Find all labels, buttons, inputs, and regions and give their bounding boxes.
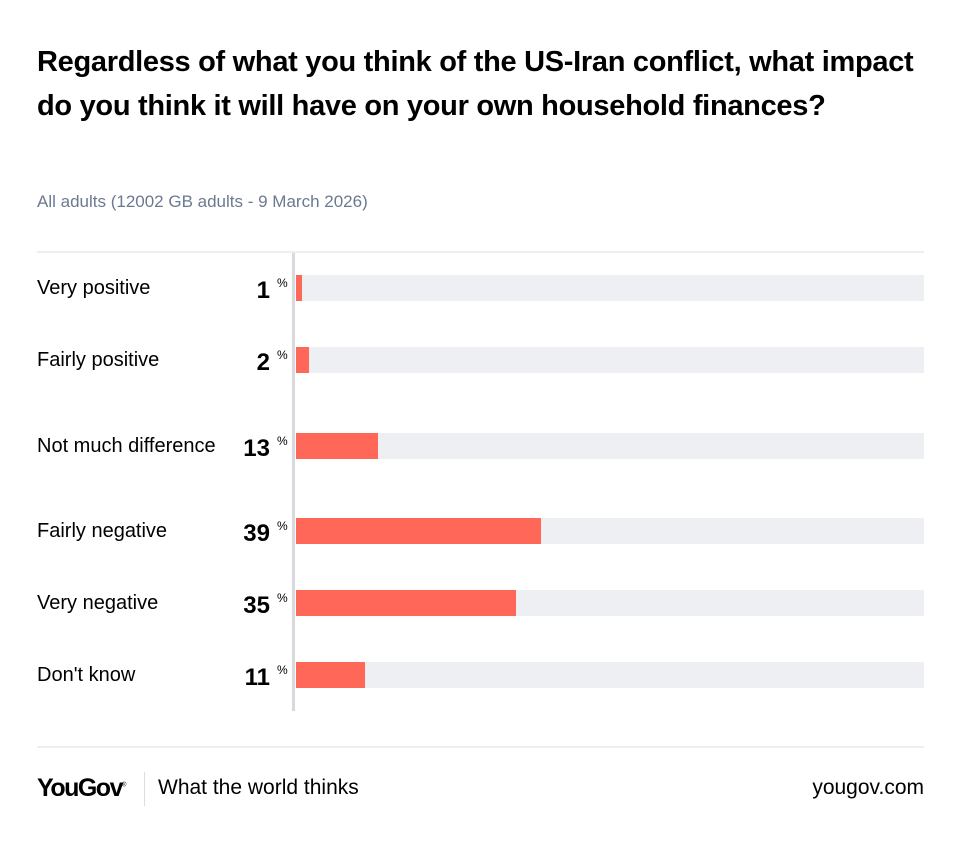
- bar-track: [296, 275, 924, 301]
- unit-label: %: [277, 663, 288, 677]
- category-label: Fairly negative: [37, 520, 168, 542]
- category-label: Fairly positive: [37, 349, 160, 371]
- value-label: 1: [256, 277, 270, 304]
- divider: [144, 772, 145, 806]
- bar: [296, 347, 309, 373]
- value-label: 13: [243, 435, 270, 462]
- category-label: Not much difference: [37, 435, 216, 457]
- bar-track: [296, 662, 924, 688]
- value-label: 11: [244, 664, 270, 691]
- bar: [296, 275, 303, 301]
- unit-label: %: [277, 348, 288, 362]
- unit-label: %: [277, 519, 288, 533]
- unit-label: %: [277, 591, 288, 605]
- bar-track: [296, 433, 924, 459]
- tagline: What the world thinks: [158, 776, 359, 799]
- value-label: 2: [256, 349, 270, 376]
- bar: [296, 433, 378, 459]
- category-label: Very positive: [37, 277, 151, 299]
- bar: [296, 518, 541, 544]
- axis-line: [292, 253, 295, 711]
- category-label: Don't know: [37, 664, 136, 686]
- bar: [296, 590, 516, 616]
- bar-track: [296, 518, 924, 544]
- bar-track: [296, 590, 924, 616]
- bar: [296, 662, 366, 688]
- site-link[interactable]: yougov.com: [812, 776, 924, 799]
- unit-label: %: [277, 276, 288, 290]
- chart-title: Regardless of what you think of the US-I…: [37, 46, 914, 122]
- unit-label: %: [277, 434, 288, 448]
- value-label: 35: [243, 592, 270, 619]
- yougov-logo: YouGov®: [37, 774, 126, 802]
- divider: [37, 251, 924, 253]
- chart-subtitle: All adults (12002 GB adults - 9 March 20…: [37, 192, 368, 211]
- divider: [37, 746, 924, 748]
- value-label: 39: [243, 520, 270, 547]
- bar-track: [296, 347, 924, 373]
- category-label: Very negative: [37, 592, 159, 614]
